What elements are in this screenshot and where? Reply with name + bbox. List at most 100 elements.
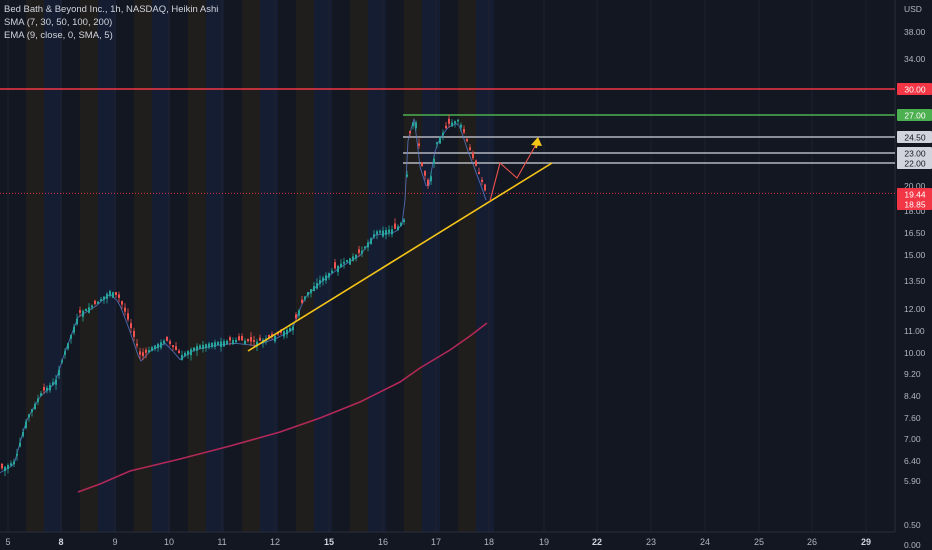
candle-body [454, 121, 456, 124]
candle-body [67, 343, 69, 349]
level-label: 24.50 [904, 133, 926, 143]
candle-body [334, 262, 336, 269]
candle-body [139, 351, 141, 355]
price-tick-label: 16.50 [904, 228, 926, 238]
candle-body [391, 229, 393, 235]
candle-body [286, 329, 288, 335]
candle-body [127, 313, 129, 320]
session-band [107, 0, 116, 532]
candle-body [430, 176, 432, 182]
candle-body [130, 323, 132, 329]
price-tick-label: 5.90 [904, 476, 921, 486]
candle-body [445, 125, 447, 129]
price-tick-label: 9.20 [904, 369, 921, 379]
candle-body [349, 258, 351, 265]
ema-line [0, 118, 487, 474]
price-axis-bg [895, 0, 932, 550]
candle-body [319, 280, 321, 284]
candle-body [481, 179, 483, 182]
level-label-bg [897, 157, 932, 169]
candle-body [97, 301, 99, 304]
candle-body [46, 387, 48, 391]
candle-body [436, 142, 438, 145]
candle-body [274, 335, 276, 342]
candle-body [343, 261, 345, 264]
candle-body [79, 310, 81, 313]
candle-body [217, 341, 219, 346]
candle-body [394, 223, 396, 229]
candle-body [58, 369, 60, 376]
session-band [368, 0, 377, 532]
legend-ema[interactable]: EMA (9, close, 0, SMA, 5) [4, 30, 113, 41]
projection-line [489, 140, 539, 202]
candle-body [226, 340, 228, 344]
candle-body [385, 230, 387, 235]
candle-body [181, 354, 183, 361]
candle-body [301, 299, 303, 304]
time-tick-label: 15 [324, 537, 334, 547]
session-band [377, 0, 386, 532]
candle-body [220, 341, 222, 347]
time-tick-label: 8 [58, 537, 63, 547]
session-band [260, 0, 269, 532]
candle-body [424, 171, 426, 176]
session-band [467, 0, 476, 532]
session-band [35, 0, 44, 532]
candle-body [103, 296, 105, 300]
candle-body [304, 296, 306, 300]
candle-body [190, 349, 192, 356]
candle-body [427, 179, 429, 186]
session-band [134, 0, 143, 532]
price-tick-label: 20.00 [904, 181, 926, 191]
candle-body [358, 249, 360, 254]
candle-body [166, 336, 168, 341]
candle-body [169, 341, 171, 344]
level-label: 30.00 [904, 85, 926, 95]
candle-body [364, 246, 366, 249]
candle-body [382, 230, 384, 237]
candle-body [124, 307, 126, 312]
candle-body [193, 347, 195, 351]
time-tick-label: 10 [164, 537, 174, 547]
session-band [323, 0, 332, 532]
candle-body [376, 231, 378, 235]
price-tick-label: 34.00 [904, 54, 926, 64]
time-tick-label: 25 [754, 537, 764, 547]
session-band [359, 0, 368, 532]
candle-body [253, 340, 255, 342]
candle-body [451, 122, 453, 127]
session-band [98, 0, 107, 532]
ma200-line [77, 322, 488, 493]
session-band [476, 0, 485, 532]
candle-body [37, 398, 39, 402]
price-tick-label: 15.00 [904, 250, 926, 260]
candle-body [214, 342, 216, 347]
candle-body [361, 250, 363, 254]
level-label: 23.00 [904, 149, 926, 159]
candle-body [136, 343, 138, 346]
price-tick-label: 8.40 [904, 391, 921, 401]
legend: Bed Bath & Beyond Inc., 1h, NASDAQ, Heik… [4, 3, 218, 42]
candle-body [355, 254, 357, 259]
candle-body [49, 385, 51, 391]
session-band [53, 0, 62, 532]
candle-body [250, 336, 252, 342]
legend-title[interactable]: Bed Bath & Beyond Inc., 1h, NASDAQ, Heik… [4, 4, 219, 15]
candle-body [397, 226, 399, 231]
legend-sma[interactable]: SMA (7, 30, 50, 100, 200) [4, 17, 113, 28]
candle-body [205, 344, 207, 349]
candle-body [475, 160, 477, 166]
candle-body [64, 351, 66, 355]
price-tick-label: 0.50 [904, 520, 921, 530]
time-tick-label: 11 [217, 537, 226, 547]
candle-body [229, 337, 231, 341]
time-tick-label: 5 [5, 537, 10, 547]
currency-label: USD [904, 4, 922, 14]
candle-body [289, 328, 291, 332]
time-tick-label: 19 [539, 537, 549, 547]
candle-body [232, 340, 234, 345]
candle-body [172, 345, 174, 347]
session-band [89, 0, 98, 532]
